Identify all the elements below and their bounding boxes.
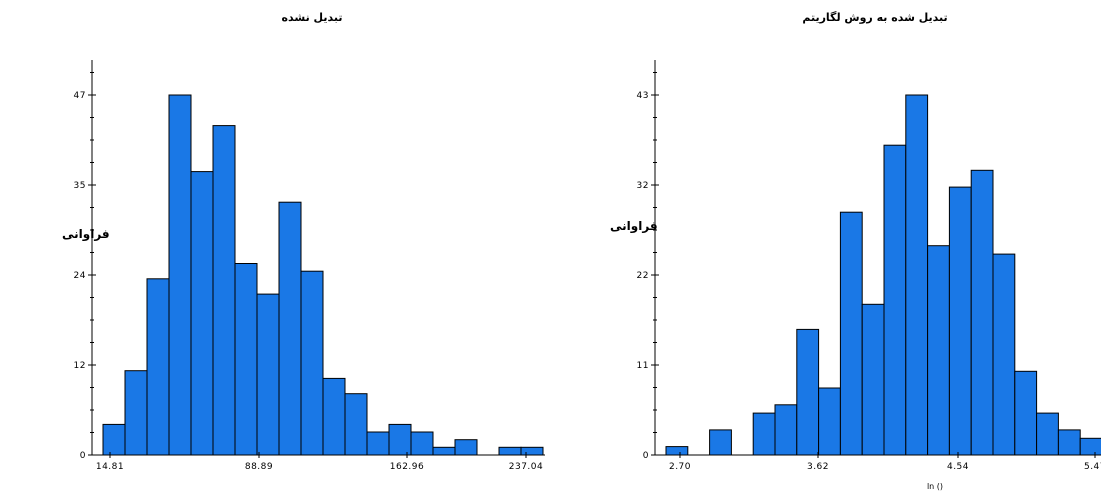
chart-1-bar [454, 439, 478, 456]
chart-2-bar [883, 144, 907, 456]
chart-1-bar [388, 423, 412, 456]
chart-1-bar [322, 377, 346, 456]
chart-2-bar [1057, 429, 1081, 456]
chart-1-bar [520, 446, 544, 456]
chart-2-bar [948, 186, 972, 456]
chart-1-bar [146, 278, 170, 456]
chart-1-plot: 0 12 24 35 47 14.81 88.89 162.96 237.04 [74, 60, 545, 472]
chart-2-bar [1014, 370, 1038, 456]
chart-1-bar [212, 125, 236, 456]
chart-1-ylabel: فراوانی [62, 227, 110, 242]
chart-2-plot: 0 11 22 32 43 2.70 3.62 4.54 5.47 [637, 60, 1101, 472]
chart-1-bar [124, 370, 148, 456]
chart-2-bar [1079, 437, 1101, 456]
chart-2-bar [818, 387, 841, 456]
chart-2-x-tick-label: 5.47 [1084, 462, 1101, 472]
chart-2-y-tick-label: 43 [637, 91, 649, 101]
chart-2-bar [796, 328, 820, 456]
chart-1-bar [432, 446, 456, 456]
chart-2-bar [1036, 412, 1059, 456]
chart-2-bar [839, 211, 863, 456]
chart-1-x-tick-label: 88.89 [245, 462, 273, 472]
chart-2-xlabel: ln () [927, 482, 943, 491]
chart-2-x-tick-label: 3.62 [807, 462, 829, 472]
chart-2-x-tick-label: 2.70 [669, 462, 691, 472]
chart-1-x-tick-label: 237.04 [509, 462, 544, 472]
chart-1-y-tick-label: 47 [74, 91, 86, 101]
chart-1-bar [168, 94, 192, 456]
chart-1-x-tick-label: 14.81 [96, 462, 124, 472]
chart-1-y-tick-label: 35 [74, 181, 86, 191]
chart-1-y-tick-label: 24 [74, 271, 86, 281]
chart-2-bar [927, 245, 950, 456]
chart-1-bar [410, 431, 434, 456]
chart-2-y-tick-label: 11 [637, 361, 649, 371]
chart-1-bar [344, 393, 368, 456]
chart-2-y-tick-label: 22 [637, 271, 649, 281]
chart-2-bar [709, 429, 732, 456]
chart-1-bar [498, 446, 522, 456]
chart-1-bar [278, 201, 302, 456]
chart-1-bar [366, 431, 390, 456]
chart-2-title: تبدیل شده به روش لگاریتم [802, 11, 947, 24]
chart-1-bar [234, 263, 258, 456]
chart-1-bar [256, 293, 280, 456]
chart-1-x-tick-label: 162.96 [390, 462, 425, 472]
chart-1-bar [102, 423, 126, 456]
chart-2-x-tick-label: 4.54 [947, 462, 969, 472]
chart-2-ylabel: فراوانی [610, 219, 658, 234]
chart-2-bar [992, 253, 1016, 456]
chart-1-y-tick-label: 12 [74, 361, 86, 371]
chart-1-bar [300, 270, 324, 456]
chart-1-title: تبدیل نشده [282, 11, 343, 24]
chart-2-bar [970, 169, 994, 456]
chart-2-bar [665, 446, 689, 456]
chart-2-y-tick-label: 0 [643, 451, 649, 461]
chart-2-bar [774, 404, 798, 456]
chart-2-y-tick-label: 32 [637, 181, 649, 191]
chart-2-bar [861, 303, 885, 456]
chart-1-y-tick-label: 0 [80, 451, 86, 461]
chart-2-bar [752, 412, 776, 456]
chart-2-bar [905, 94, 929, 456]
chart-1-bar [190, 171, 214, 456]
